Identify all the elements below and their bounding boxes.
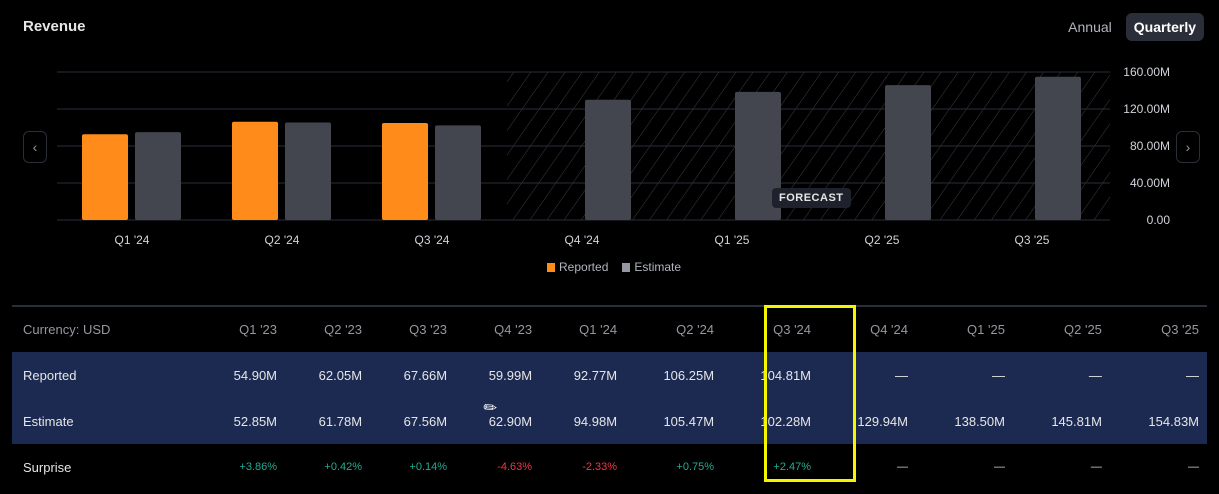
period-toggle: Annual Quarterly bbox=[1060, 13, 1204, 41]
legend-label: Estimate bbox=[634, 260, 682, 274]
table-cell: -2.33% bbox=[582, 461, 618, 473]
currency-label: Currency: USD bbox=[23, 322, 111, 337]
table-cell: — bbox=[896, 461, 908, 473]
table-cell: 138.50M bbox=[915, 398, 1013, 444]
tab-quarterly[interactable]: Quarterly bbox=[1125, 13, 1204, 41]
table-cell: 104.81M bbox=[722, 352, 820, 398]
x-tick-label: Q1 '24 bbox=[115, 233, 150, 247]
table-row: Reported 54.90M 62.05M 67.66M 59.99M 92.77M 10… bbox=[12, 352, 1207, 398]
table-row: Surprise +3.86% +0.42% +0.14% -4.63% -2.33% +0… bbox=[12, 444, 1207, 490]
y-tick-label: 120.00M bbox=[1123, 102, 1170, 116]
table-cell: 61.78M bbox=[285, 398, 371, 444]
column-header: Q1 '24 bbox=[579, 322, 618, 337]
revenue-chart: 0.00 40.00M 80.00M 120.00M 160.00M Q1 '24 Q2 '… bbox=[57, 65, 1171, 247]
table-cell: 62.05M bbox=[285, 352, 371, 398]
table-cell: +2.47% bbox=[773, 461, 812, 473]
row-label: Surprise bbox=[23, 459, 72, 475]
table-cell: -4.63% bbox=[497, 461, 533, 473]
row-label: Reported bbox=[12, 352, 200, 398]
chevron-right-icon[interactable]: › bbox=[1176, 131, 1200, 163]
bar-estimate[interactable] bbox=[885, 85, 931, 220]
highlight-box bbox=[764, 305, 856, 482]
bar-estimate[interactable] bbox=[735, 91, 781, 220]
table-cell: 92.77M bbox=[540, 352, 626, 398]
table-cell: — bbox=[1188, 461, 1199, 473]
column-header: Q2 '25 bbox=[1064, 322, 1102, 337]
y-tick-label: 80.00M bbox=[1130, 139, 1170, 153]
table-cell: 154.83M bbox=[1109, 398, 1207, 444]
column-header: Q1 '23 bbox=[239, 322, 278, 337]
table-cell: 102.28M bbox=[722, 398, 820, 444]
table-cell: 59.99M bbox=[455, 352, 541, 398]
table-cell: 129.94M bbox=[819, 398, 916, 444]
revenue-table: Currency: USD Q1 '23 Q2 '23 Q3 '23 Q4 '23 Q1 … bbox=[12, 305, 1207, 490]
forecast-badge: FORECAST bbox=[772, 188, 851, 208]
column-header: Q3 '23 bbox=[409, 322, 448, 337]
table-cell: — bbox=[1090, 461, 1102, 473]
table-cell: — bbox=[1012, 352, 1110, 398]
bar-estimate[interactable] bbox=[585, 99, 631, 220]
table-cell: +0.42% bbox=[324, 461, 363, 473]
table-cell: — bbox=[915, 352, 1013, 398]
y-tick-label: 0.00 bbox=[1147, 213, 1171, 227]
table-row: Estimate 52.85M 61.78M 67.56M 62.90M 94.98M 10… bbox=[12, 398, 1207, 444]
x-tick-label: Q3 '24 bbox=[415, 233, 450, 247]
tab-annual[interactable]: Annual bbox=[1068, 19, 1112, 35]
x-tick-label: Q4 '24 bbox=[565, 233, 600, 247]
table-cell: 106.25M bbox=[625, 352, 723, 398]
table-cell: 67.56M bbox=[370, 398, 456, 444]
table-cell: +0.75% bbox=[676, 461, 715, 473]
column-header: Q2 '23 bbox=[324, 322, 363, 337]
x-tick-label: Q2 '24 bbox=[265, 233, 300, 247]
y-tick-label: 40.00M bbox=[1130, 176, 1170, 190]
legend-swatch-estimate bbox=[622, 263, 631, 272]
bar-estimate[interactable] bbox=[435, 125, 481, 220]
table-cell: — bbox=[993, 461, 1005, 473]
table-cell: 145.81M bbox=[1012, 398, 1110, 444]
y-tick-label: 160.00M bbox=[1123, 65, 1170, 79]
table-cell: +0.14% bbox=[409, 461, 448, 473]
table-cell: +3.86% bbox=[239, 461, 278, 473]
bar-estimate[interactable] bbox=[285, 122, 331, 220]
x-tick-label: Q3 '25 bbox=[1015, 233, 1050, 247]
table-cell: 105.47M bbox=[625, 398, 723, 444]
column-header: Q1 '25 bbox=[967, 322, 1005, 337]
column-header: Q3 '25 bbox=[1161, 322, 1199, 337]
legend: Reported Estimate bbox=[547, 260, 681, 274]
bar-reported[interactable] bbox=[232, 121, 278, 220]
x-tick-label: Q1 '25 bbox=[715, 233, 750, 247]
column-header: Q4 '24 bbox=[870, 322, 908, 337]
legend-reported[interactable]: Reported bbox=[547, 260, 608, 274]
table-cell: — bbox=[819, 352, 916, 398]
table-cell: 52.85M bbox=[200, 398, 286, 444]
table-cell: 94.98M bbox=[540, 398, 626, 444]
bar-estimate[interactable] bbox=[1035, 76, 1081, 220]
table-cell: 62.90M bbox=[455, 398, 541, 444]
legend-label: Reported bbox=[559, 260, 609, 274]
column-header: Q3 '24 bbox=[773, 322, 812, 337]
row-label: Estimate bbox=[12, 398, 200, 444]
column-header: Q2 '24 bbox=[676, 322, 715, 337]
bar-reported[interactable] bbox=[382, 123, 428, 220]
legend-estimate[interactable]: Estimate bbox=[622, 260, 681, 274]
table-cell: 67.66M bbox=[370, 352, 456, 398]
chart-title: Revenue bbox=[23, 18, 86, 35]
legend-swatch-reported bbox=[547, 263, 555, 272]
x-tick-label: Q2 '25 bbox=[865, 233, 900, 247]
table-cell: — bbox=[1109, 352, 1207, 398]
chevron-left-icon[interactable]: ‹ bbox=[23, 131, 47, 163]
bar-estimate[interactable] bbox=[135, 132, 181, 220]
bar-reported[interactable] bbox=[82, 134, 128, 220]
column-header: Q4 '23 bbox=[494, 322, 533, 337]
table-cell: 54.90M bbox=[200, 352, 286, 398]
